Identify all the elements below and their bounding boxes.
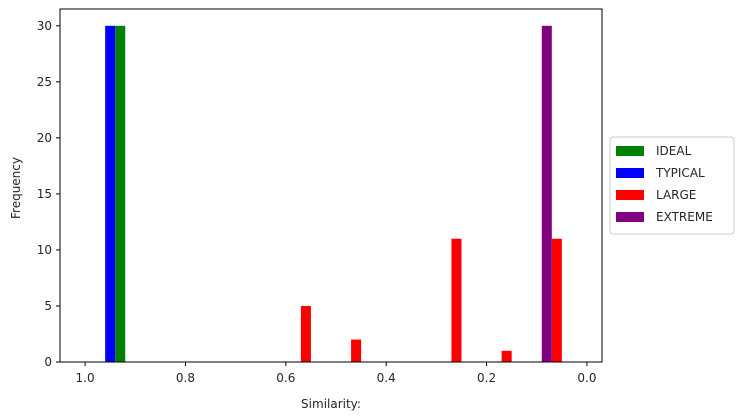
- x-tick-label: 0.2: [477, 371, 496, 385]
- x-tick-label: 0.6: [276, 371, 295, 385]
- bar-large-3: [501, 350, 512, 362]
- legend-box: [609, 136, 735, 235]
- bar-large-1: [351, 339, 362, 362]
- legend-swatch-large: [616, 190, 644, 200]
- x-tick-label: 0.4: [377, 371, 396, 385]
- y-tick-label: 15: [37, 187, 52, 201]
- y-tick-label: 20: [37, 131, 52, 145]
- bar-large-2: [451, 238, 462, 362]
- x-axis-label: Similarity:: [301, 397, 361, 411]
- legend-label-typical: TYPICAL: [655, 166, 705, 180]
- legend-swatch-typical: [616, 168, 644, 178]
- plot-frame: [59, 8, 603, 363]
- x-tick-label: 0.0: [577, 371, 596, 385]
- y-tick-label: 30: [37, 19, 52, 33]
- y-tick-label: 0: [44, 355, 52, 369]
- bar-extreme-0: [541, 25, 552, 363]
- y-tick-label: 25: [37, 75, 52, 89]
- bar-typical-0: [105, 25, 116, 363]
- x-tick-label: 1.0: [76, 371, 95, 385]
- y-tick-label: 10: [37, 243, 52, 257]
- y-axis-label: Frequency: [9, 157, 23, 219]
- x-tick-label: 0.8: [176, 371, 195, 385]
- legend: IDEAL TYPICAL LARGE EXTREME: [609, 136, 735, 235]
- legend-label-ideal: IDEAL: [656, 144, 692, 158]
- bar-large-4: [551, 238, 562, 362]
- plot-area: [60, 9, 602, 362]
- legend-label-extreme: EXTREME: [656, 210, 713, 224]
- bar-large-0: [300, 305, 311, 362]
- legend-label-large: LARGE: [656, 188, 696, 202]
- bar-ideal-0: [115, 25, 126, 363]
- legend-swatch-ideal: [616, 146, 644, 156]
- legend-swatch-extreme: [616, 212, 644, 222]
- y-tick-label: 5: [44, 299, 52, 313]
